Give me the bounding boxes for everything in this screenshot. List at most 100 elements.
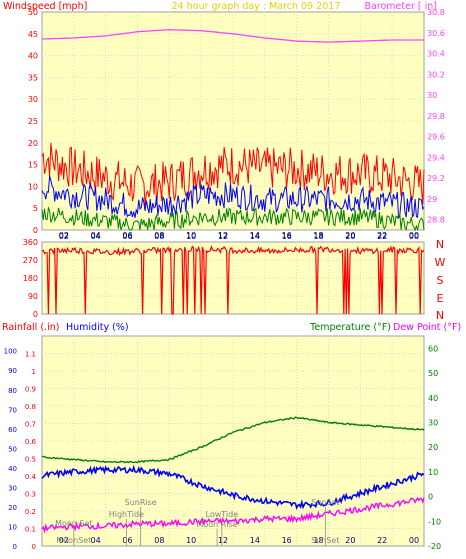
baro-y-tick: 29.2 [427, 174, 445, 183]
rainfall-y-tick: 0.7 [25, 421, 36, 429]
barometer-title: Barometer [ in] [364, 1, 437, 12]
x-tick-label: 08 [154, 231, 164, 240]
x-tick-label: 06 [122, 232, 132, 241]
x-tick-label: 02 [59, 232, 69, 241]
humidity-y-tick: 60 [8, 426, 17, 434]
wind-y-tick: 25 [28, 117, 38, 126]
x-tick-label: 12 [218, 536, 228, 545]
direction-y-tick: 180 [23, 274, 38, 283]
baro-y-tick: 30.4 [427, 50, 445, 59]
x-tick-label: 02 [59, 536, 69, 545]
rainfall-y-tick: 1 [32, 368, 36, 376]
wind-low-line [41, 205, 425, 232]
direction-y-tick: 270 [23, 256, 38, 265]
x-tick-label: 20 [345, 231, 355, 240]
baro-y-tick: 30.8 [427, 8, 445, 17]
compass-label: W [435, 256, 446, 269]
x-tick-label: 12 [218, 232, 228, 241]
x-tick-label: 16 [282, 231, 292, 240]
temperature-y-tick: 20 [428, 443, 438, 452]
astro-annotation: MoonSet [56, 536, 91, 545]
baro-y-tick: 29.4 [427, 153, 445, 162]
compass-labels: N W S E N [435, 238, 446, 322]
temperature-y-tick: -20 [428, 542, 441, 551]
compass-label: E [437, 292, 444, 305]
wind-y-tick: 40 [28, 52, 38, 61]
wind-y-tick: 50 [28, 8, 38, 17]
temperature-y-tick: 50 [428, 369, 438, 378]
rainfall-y-tick: 0.9 [25, 386, 36, 394]
wind-y-tick: 20 [28, 139, 38, 148]
dewpoint-line [41, 496, 425, 534]
rainfall-y-tick: 0.8 [25, 403, 36, 411]
humidity-y-tick: 0 [13, 543, 17, 551]
wind-y-tick: 10 [28, 182, 38, 191]
temperature-line [41, 416, 425, 464]
direction-y-tick: 0 [33, 310, 38, 319]
wind-y-tick: 35 [28, 73, 38, 82]
baro-y-tick: 30.6 [427, 29, 445, 38]
direction-y-tick: 360 [23, 238, 38, 247]
x-tick-label: 00 [409, 231, 419, 240]
x-tick-label: 20 [345, 232, 355, 241]
x-tick-label: 22 [377, 232, 387, 241]
x-tick-label: 10 [186, 232, 196, 241]
baro-y-tick: 28.8 [427, 216, 445, 225]
x-tick-label: 04 [91, 232, 101, 241]
x-tick-label: 10 [186, 231, 196, 240]
temperature-y-tick: 60 [428, 344, 438, 353]
climate-chart: 0 0.1 0.2 0.3 0.4 0.5 0.6 0.7 0.8 0.9 1 1.1 0 10 20 30 4… [4, 336, 441, 551]
dewpoint-label: Dew Point (°F) [393, 322, 461, 333]
humidity-line [41, 464, 425, 510]
x-tick-label: 18 [313, 231, 323, 240]
x-tick-label: 08 [154, 536, 164, 545]
x-tick-label: 16 [282, 536, 292, 545]
rainfall-y-tick: 0.5 [25, 456, 36, 464]
windspeed-title: Windspeed [mph] [3, 1, 87, 12]
x-tick-label: 02 [59, 231, 69, 240]
humidity-y-tick: 70 [8, 406, 17, 414]
humidity-y-tick: 80 [8, 387, 17, 395]
x-tick-label: 06 [122, 231, 132, 240]
graph-title: 24 hour graph day : March 09 2017 [172, 1, 341, 12]
x-tick-label: 22 [377, 231, 387, 240]
temperature-y-tick: 10 [428, 468, 438, 477]
wind-y-tick: 5 [33, 204, 38, 213]
rainfall-y-tick: 0.1 [25, 526, 36, 534]
x-tick-label: 16 [282, 232, 292, 241]
rainfall-y-tick: 0 [32, 543, 36, 551]
humidity-y-tick: 50 [8, 445, 17, 453]
baro-y-tick: 29.8 [427, 112, 445, 121]
astro-annotation: Moon Rise [196, 520, 237, 529]
temperature-y-tick: 40 [428, 394, 438, 403]
compass-label: S [437, 274, 444, 287]
wind-direction-line [41, 244, 425, 315]
x-tick-label: 00 [409, 536, 419, 545]
humidity-y-tick: 40 [8, 465, 17, 473]
wind-direction-chart: 0 90 180 270 360 02 04 06 08 10 12 14 16 18 20 22 00 [23, 231, 425, 319]
astro-annotation: Moon Set [55, 519, 92, 528]
x-tick-label: 04 [91, 536, 101, 545]
x-tick-label: 14 [250, 232, 260, 241]
barometer-line [41, 28, 424, 43]
x-tick-label: 14 [250, 231, 260, 240]
x-tick-label: 04 [91, 231, 101, 240]
wind-y-tick: 30 [28, 95, 38, 104]
wind-y-tick: 45 [28, 30, 38, 39]
rainfall-y-tick: 1.1 [25, 351, 36, 359]
humidity-y-tick: 20 [8, 504, 17, 512]
baro-y-tick: 30.2 [427, 70, 445, 79]
astro-annotation: SunSet [311, 498, 339, 507]
x-tick-label: 12 [218, 231, 228, 240]
compass-label: N [436, 309, 444, 322]
temperature-y-tick: 30 [428, 418, 438, 427]
x-tick-label: 22 [377, 536, 387, 545]
rainfall-y-tick: 0.3 [25, 491, 36, 499]
x-tick-label: 20 [345, 536, 355, 545]
direction-y-tick: 90 [28, 292, 38, 301]
rainfall-y-tick: 0.2 [25, 508, 36, 516]
x-tick-label: 14 [250, 536, 260, 545]
astro-annotation: SunSet [311, 536, 339, 545]
